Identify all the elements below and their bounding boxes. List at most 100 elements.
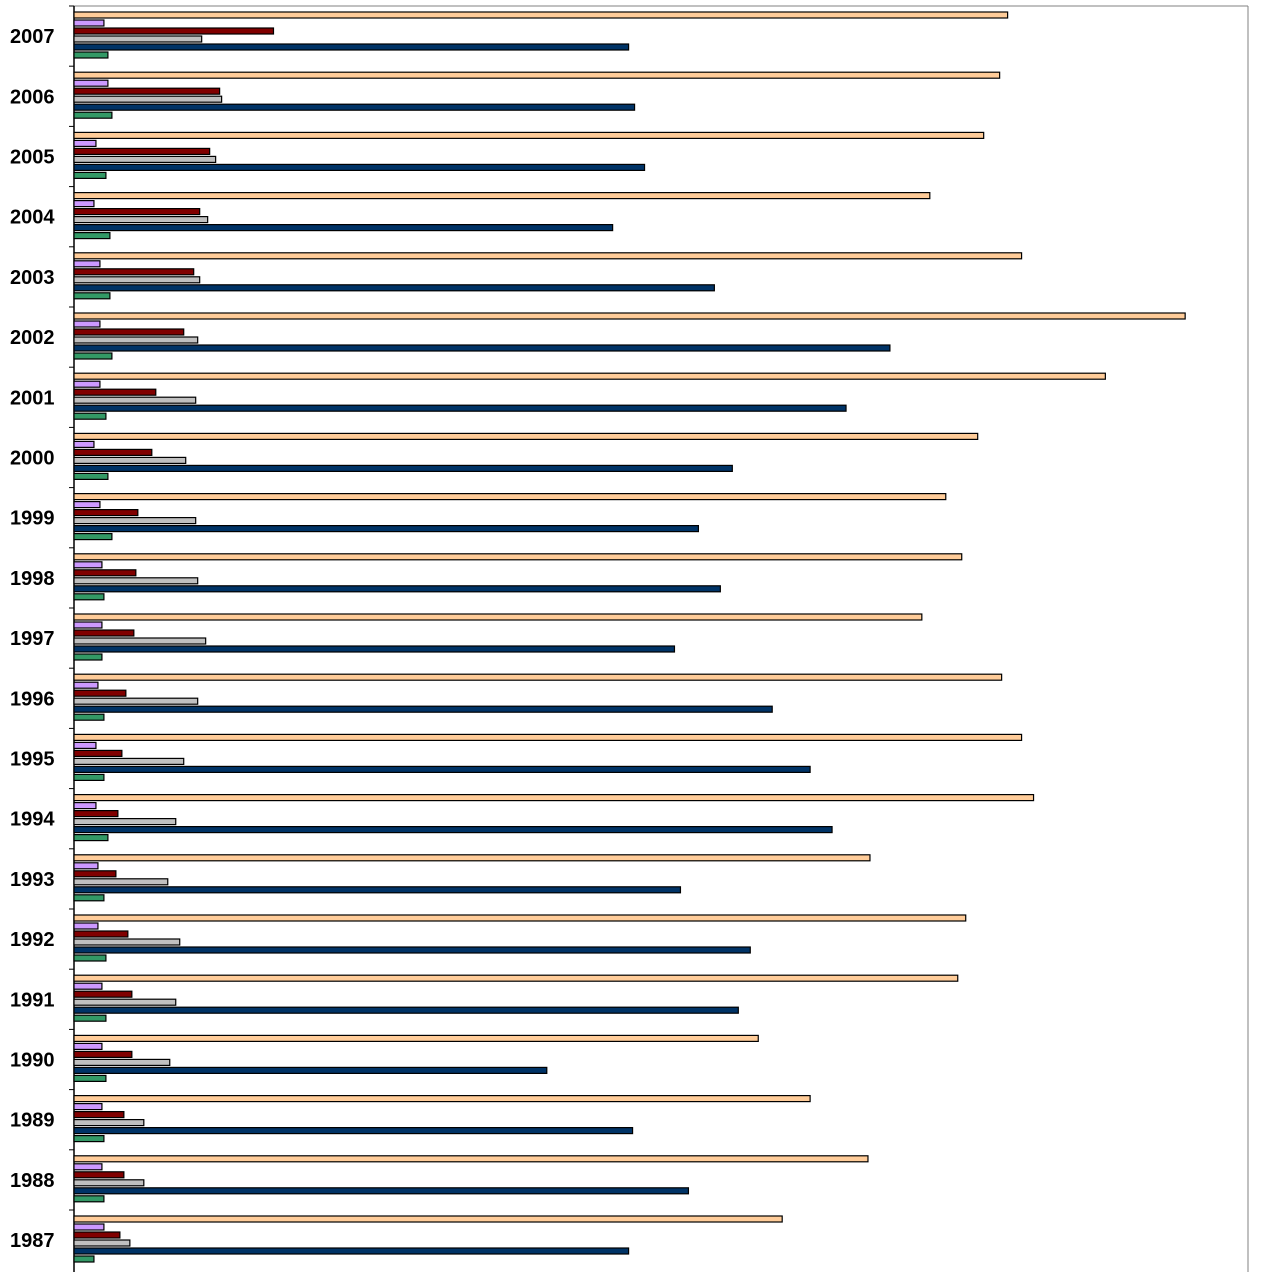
bar-1990-series-4 xyxy=(73,1058,171,1067)
bar-2007-series-3 xyxy=(73,27,275,35)
bar-1989-series-1 xyxy=(73,1094,811,1103)
bar-1988-series-3 xyxy=(73,1171,125,1179)
bar-1989-series-3 xyxy=(73,1110,125,1119)
bar-2002-series-3 xyxy=(73,328,185,336)
bar-1988-series-1 xyxy=(73,1155,869,1163)
bar-1987-series-1 xyxy=(73,1215,783,1223)
bar-2001-series-4 xyxy=(73,396,197,404)
y-tick-label-1988: 1988 xyxy=(10,1170,55,1192)
bar-2006-series-5 xyxy=(73,103,636,111)
y-tick-label-1992: 1992 xyxy=(10,929,55,951)
bar-2005-series-2 xyxy=(73,139,97,147)
y-tick-label-2001: 2001 xyxy=(10,387,55,409)
bar-1989-series-6 xyxy=(73,1134,105,1143)
bar-2006-series-4 xyxy=(73,95,223,103)
bar-1994-series-4 xyxy=(73,817,177,826)
y-tick-label-1987: 1987 xyxy=(10,1230,55,1252)
y-tick-label-2000: 2000 xyxy=(10,448,55,470)
y-tick-label-1995: 1995 xyxy=(10,749,55,771)
bar-1999-series-6 xyxy=(73,532,113,541)
bar-1998-series-3 xyxy=(73,569,137,577)
bar-2004-series-3 xyxy=(73,208,201,216)
bar-1988-series-5 xyxy=(73,1187,690,1195)
bar-1998-series-1 xyxy=(73,553,963,561)
bar-1996-series-6 xyxy=(73,713,105,721)
bar-2004-series-2 xyxy=(73,200,95,208)
bar-2004-series-1 xyxy=(73,192,931,200)
bar-1999-series-3 xyxy=(73,509,139,517)
bar-1993-series-4 xyxy=(73,878,169,886)
bar-2000-series-5 xyxy=(73,464,733,472)
y-tick-label-2006: 2006 xyxy=(10,86,55,108)
bar-2005-series-6 xyxy=(73,171,107,179)
bar-2001-series-5 xyxy=(73,404,847,412)
bar-1992-series-2 xyxy=(73,922,99,930)
bar-2007-series-1 xyxy=(73,11,1009,19)
bar-2001-series-2 xyxy=(73,380,101,388)
y-tick-label-1997: 1997 xyxy=(10,628,55,650)
y-tick-label-2004: 2004 xyxy=(10,207,55,229)
bar-1988-series-2 xyxy=(73,1163,103,1171)
y-tick-label-1990: 1990 xyxy=(10,1050,55,1072)
y-tick-label-1996: 1996 xyxy=(10,688,55,710)
bar-2001-series-6 xyxy=(73,412,107,420)
bar-1993-series-6 xyxy=(73,894,105,902)
y-tick-label-1998: 1998 xyxy=(10,568,55,590)
bar-1991-series-2 xyxy=(73,982,103,990)
y-tick-label-1989: 1989 xyxy=(10,1110,55,1132)
bar-1998-series-4 xyxy=(73,577,199,585)
bar-1997-series-3 xyxy=(73,629,135,637)
bar-1995-series-3 xyxy=(73,749,123,758)
bar-1995-series-1 xyxy=(73,733,1023,742)
bar-1996-series-4 xyxy=(73,697,199,705)
bar-2002-series-5 xyxy=(73,344,891,352)
bar-1993-series-3 xyxy=(73,870,117,878)
bar-1991-series-1 xyxy=(73,974,959,982)
bar-1997-series-2 xyxy=(73,621,103,629)
bar-2007-series-4 xyxy=(73,35,203,43)
y-tick-label-1991: 1991 xyxy=(10,989,55,1011)
y-tick-labels: 2007 2006 2005 2004 2003 2002 2001 2000 1999 1998… xyxy=(10,26,55,1252)
y-tick-label-1994: 1994 xyxy=(10,809,55,831)
bar-1990-series-5 xyxy=(73,1066,548,1075)
bar-2004-series-4 xyxy=(73,216,209,224)
bar-2006-series-1 xyxy=(73,71,1001,79)
y-tick-label-2005: 2005 xyxy=(10,147,55,169)
bar-1998-series-6 xyxy=(73,593,105,601)
bar-1997-series-5 xyxy=(73,645,676,653)
bar-2006-series-2 xyxy=(73,79,109,87)
bar-1994-series-3 xyxy=(73,809,119,818)
bar-2001-series-1 xyxy=(73,372,1106,380)
bar-1998-series-5 xyxy=(73,585,721,593)
bar-2005-series-3 xyxy=(73,147,211,155)
bar-1998-series-2 xyxy=(73,561,103,569)
bar-1987-series-5 xyxy=(73,1247,630,1255)
bar-1989-series-4 xyxy=(73,1118,145,1127)
bar-1995-series-2 xyxy=(73,741,97,750)
bar-2007-series-2 xyxy=(73,19,105,27)
bar-1992-series-5 xyxy=(73,946,751,954)
bar-1991-series-3 xyxy=(73,990,133,998)
bar-1994-series-2 xyxy=(73,801,97,810)
bar-1994-series-5 xyxy=(73,825,833,834)
bar-1988-series-6 xyxy=(73,1195,105,1203)
bar-1989-series-5 xyxy=(73,1126,634,1135)
bar-1992-series-6 xyxy=(73,954,107,962)
bar-2000-series-1 xyxy=(73,432,979,440)
bar-1999-series-5 xyxy=(73,524,700,533)
bar-2004-series-6 xyxy=(73,232,111,240)
bar-2002-series-2 xyxy=(73,320,101,328)
bar-2001-series-3 xyxy=(73,388,157,396)
bar-1990-series-1 xyxy=(73,1034,759,1043)
bar-2002-series-4 xyxy=(73,336,199,344)
bar-1987-series-2 xyxy=(73,1223,105,1231)
bar-2007-series-6 xyxy=(73,51,109,59)
y-tick-label-2002: 2002 xyxy=(10,327,55,349)
bar-2003-series-1 xyxy=(73,252,1023,260)
bar-1990-series-2 xyxy=(73,1042,103,1051)
chart-bars xyxy=(73,11,1186,1263)
bar-1987-series-4 xyxy=(73,1239,131,1247)
bar-1996-series-5 xyxy=(73,705,773,713)
bar-1992-series-4 xyxy=(73,938,181,946)
